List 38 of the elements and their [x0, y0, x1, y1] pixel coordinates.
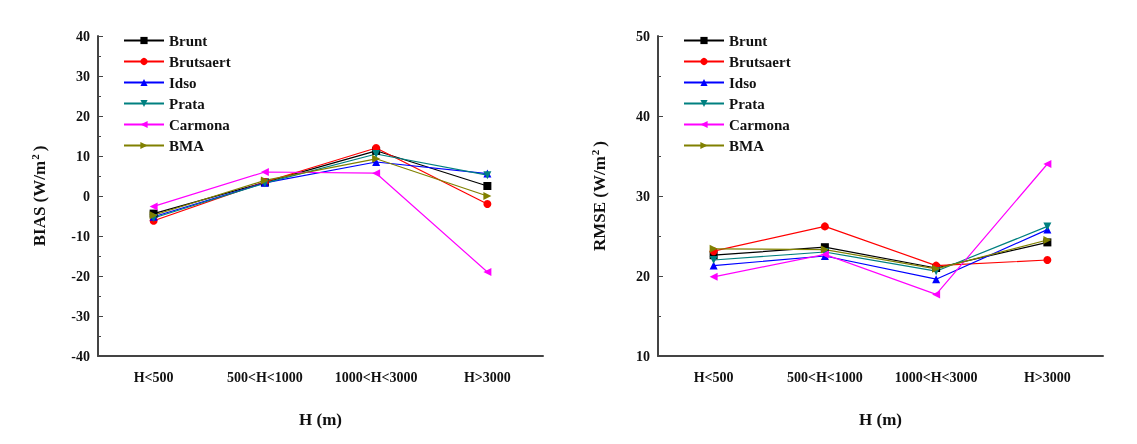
- y-axis-title: BIAS (W/m2): [28, 145, 49, 247]
- legend-label: Brutsaert: [729, 53, 791, 70]
- legend-label: BMA: [169, 137, 205, 154]
- legend-label: Idso: [729, 74, 757, 91]
- legend-label: Prata: [729, 95, 766, 112]
- y-tick-label: 40: [76, 28, 90, 44]
- y-tick-label: -40: [71, 348, 90, 364]
- y-tick-label: 30: [636, 188, 650, 204]
- y-tick-label: 20: [636, 268, 650, 284]
- x-tick-label: H>3000: [463, 369, 511, 385]
- legend-label: Brunt: [729, 32, 768, 49]
- legend-label: Brunt: [169, 32, 208, 49]
- y-tick-label: 40: [636, 108, 650, 124]
- x-tick-label: H<500: [133, 369, 174, 385]
- x-tick-label: 500<H<1000: [226, 369, 303, 385]
- y-tick-label: -20: [71, 268, 90, 284]
- legend-label: Idso: [169, 74, 197, 91]
- x-tick-label: H<500: [693, 369, 734, 385]
- legend-label: Brutsaert: [169, 53, 231, 70]
- x-axis-title: H (m): [299, 410, 342, 429]
- y-tick-label: -30: [71, 308, 90, 324]
- y-tick-label: -10: [71, 228, 90, 244]
- x-tick-label: 1000<H<3000: [894, 369, 978, 385]
- x-axis-title: H (m): [859, 410, 902, 429]
- legend-label: Prata: [169, 95, 206, 112]
- x-tick-label: 1000<H<3000: [334, 369, 418, 385]
- y-tick-label: 10: [76, 148, 90, 164]
- y-tick-label: 0: [83, 188, 90, 204]
- legend-label: Carmona: [729, 116, 791, 133]
- x-tick-label: 500<H<1000: [786, 369, 863, 385]
- y-tick-label: 10: [636, 348, 650, 364]
- legend-label: Carmona: [169, 116, 231, 133]
- x-tick-label: H>3000: [1023, 369, 1071, 385]
- legend-label: BMA: [729, 137, 765, 154]
- y-tick-label: 20: [76, 108, 90, 124]
- y-tick-label: 50: [636, 28, 650, 44]
- y-axis-title: RMSE (W/m2): [588, 140, 609, 252]
- y-tick-label: 30: [76, 68, 90, 84]
